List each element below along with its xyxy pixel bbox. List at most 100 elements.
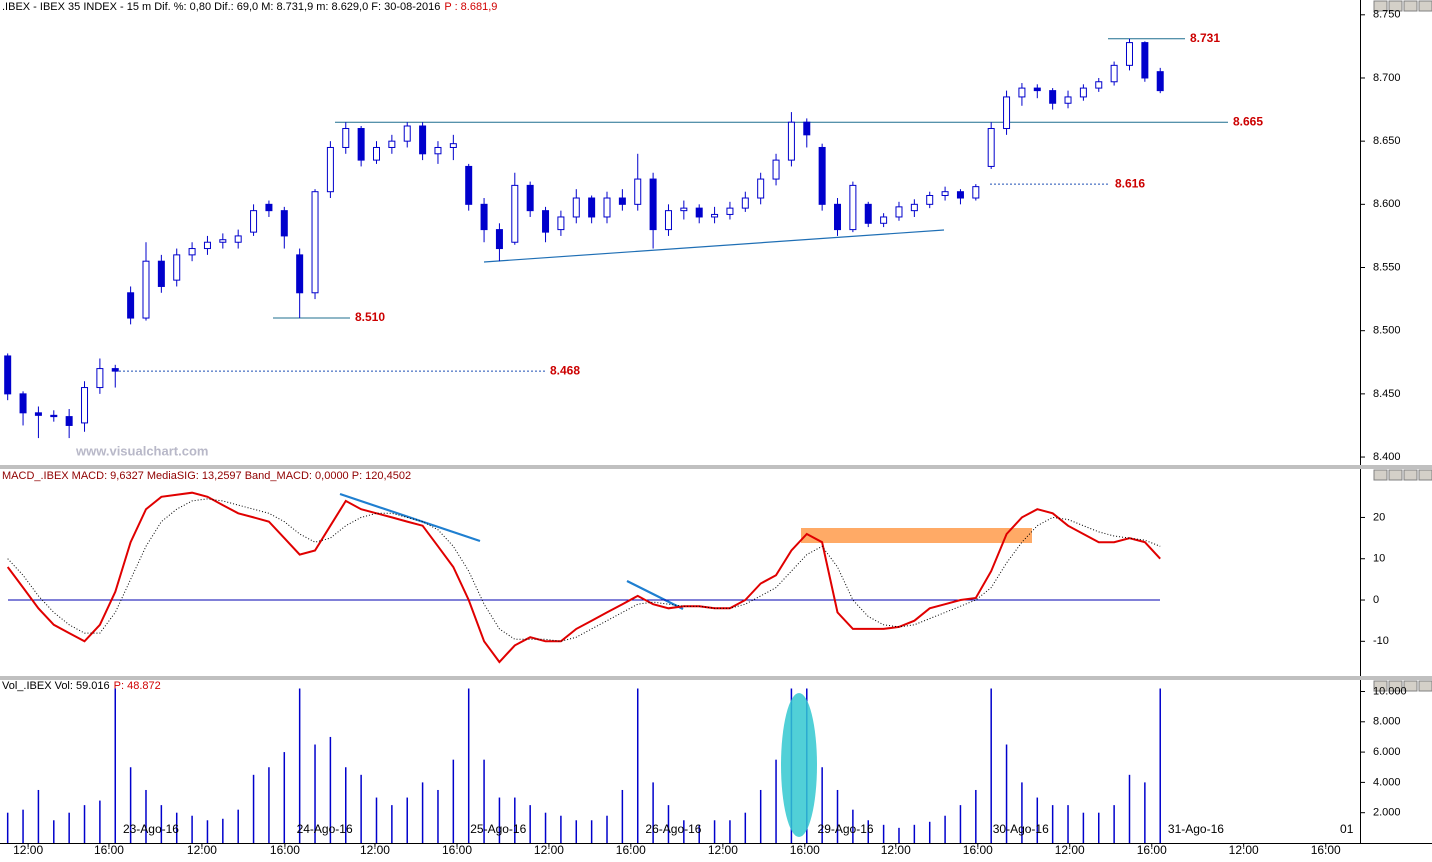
x-tick-label: 12:00 [187,843,217,857]
x-tick-label: 12:00 [534,843,564,857]
candle-body [19,393,27,414]
candle-body [880,216,888,224]
minimize-button[interactable] [1373,0,1388,12]
close-button[interactable] [1418,680,1432,692]
candle-body [649,178,657,231]
candle-body [818,146,826,205]
y-tick-label: 2.000 [1373,807,1401,819]
candle-body [1064,96,1072,104]
volume-header: Vol_.IBEX Vol: 59.016 P: 48.872 [2,680,161,692]
candle-body [803,121,811,136]
candle-body [542,210,550,233]
x-tick-label: 12:00 [881,843,911,857]
candle-body [941,191,949,196]
candle-body [296,254,304,294]
candle-body [81,387,89,424]
candle-body [372,146,380,161]
candle-body [219,239,227,243]
candle-body [726,207,734,215]
candle-body [849,184,857,231]
close-button[interactable] [1418,469,1432,481]
candle-body [1095,81,1103,89]
candle-body [265,203,273,212]
candle-body [1049,90,1057,104]
y-tick-label: 8.750 [1373,9,1401,21]
header-price: P : 8.681,9 [444,1,497,13]
maximize-button[interactable] [1388,680,1403,692]
panel-separator [0,465,1432,469]
restore-button[interactable] [1403,469,1418,481]
x-tick-label: 12:00 [708,843,738,857]
macd-header: MACD_.IBEX MACD: 9,6327 MediaSIG: 13,259… [2,470,411,482]
candle-body [741,197,749,209]
candle-body [572,197,580,218]
divergence-line [626,580,684,610]
level-label: 8.665 [1233,114,1263,128]
candle-body [526,184,534,212]
maximize-button[interactable] [1388,0,1403,12]
candle-body [757,178,765,199]
candle-body [495,229,503,250]
x-tick-label: 12:00 [360,843,390,857]
candle-body [1141,42,1149,79]
level-label: 8.510 [355,310,385,324]
maximize-button[interactable] [1388,469,1403,481]
price-header: .IBEX - IBEX 35 INDEX - 15 m Dif. %: 0,8… [2,1,497,13]
y-tick-label: 0 [1373,594,1379,606]
candle-body [403,125,411,142]
highlight-band [801,528,1032,543]
candle-body [65,416,73,426]
y-tick-label: 8.650 [1373,135,1401,147]
watermark: www.visualchart.com [75,443,208,458]
candle-body [234,235,242,243]
date-label: 26-Ago-16 [645,822,701,836]
candle-body [664,210,672,231]
level-label: 8.616 [1115,176,1145,190]
candle-body [1156,71,1164,92]
candle-body [557,216,565,231]
panel-separator [0,676,1432,680]
candle-body [342,128,350,148]
y-tick-label: 8.450 [1373,388,1401,400]
candle-body [1033,87,1041,92]
candle-body [511,184,519,243]
close-button[interactable] [1418,0,1432,12]
candle-body [1125,42,1133,66]
y-tick-label: 10 [1373,553,1385,565]
y-tick-label: 8.550 [1373,261,1401,273]
candle-body [111,368,119,372]
candle-body [910,203,918,212]
y-tick-label: 20 [1373,511,1385,523]
x-tick-label: 16:00 [94,843,124,857]
restore-button[interactable] [1403,0,1418,12]
candle-body [618,197,626,205]
y-tick-label: 10.000 [1373,685,1407,697]
minimize-button[interactable] [1373,680,1388,692]
date-label: 23-Ago-16 [123,822,179,836]
candle-body [972,186,980,199]
candle-body [588,197,596,218]
header-info: .IBEX - IBEX 35 INDEX - 15 m Dif. %: 0,8… [2,1,440,13]
x-tick-label: 16:00 [270,843,300,857]
x-tick-label: 16:00 [963,843,993,857]
candle-body [1003,96,1011,130]
date-label: 29-Ago-16 [818,822,874,836]
candle-body [203,241,211,250]
restore-button[interactable] [1403,680,1418,692]
y-tick-label: 8.600 [1373,198,1401,210]
candle-body [1079,87,1087,98]
level-label: 8.468 [550,363,580,377]
candle-body [695,207,703,218]
minimize-button[interactable] [1373,469,1388,481]
candle-body [864,203,872,224]
candle-body [926,194,934,205]
x-tick-label: 12:00 [1229,843,1259,857]
candle-body [280,210,288,237]
candle-body [388,140,396,148]
y-tick-label: 4.000 [1373,776,1401,788]
candle-body [711,213,719,218]
volume-highlight [781,693,817,837]
